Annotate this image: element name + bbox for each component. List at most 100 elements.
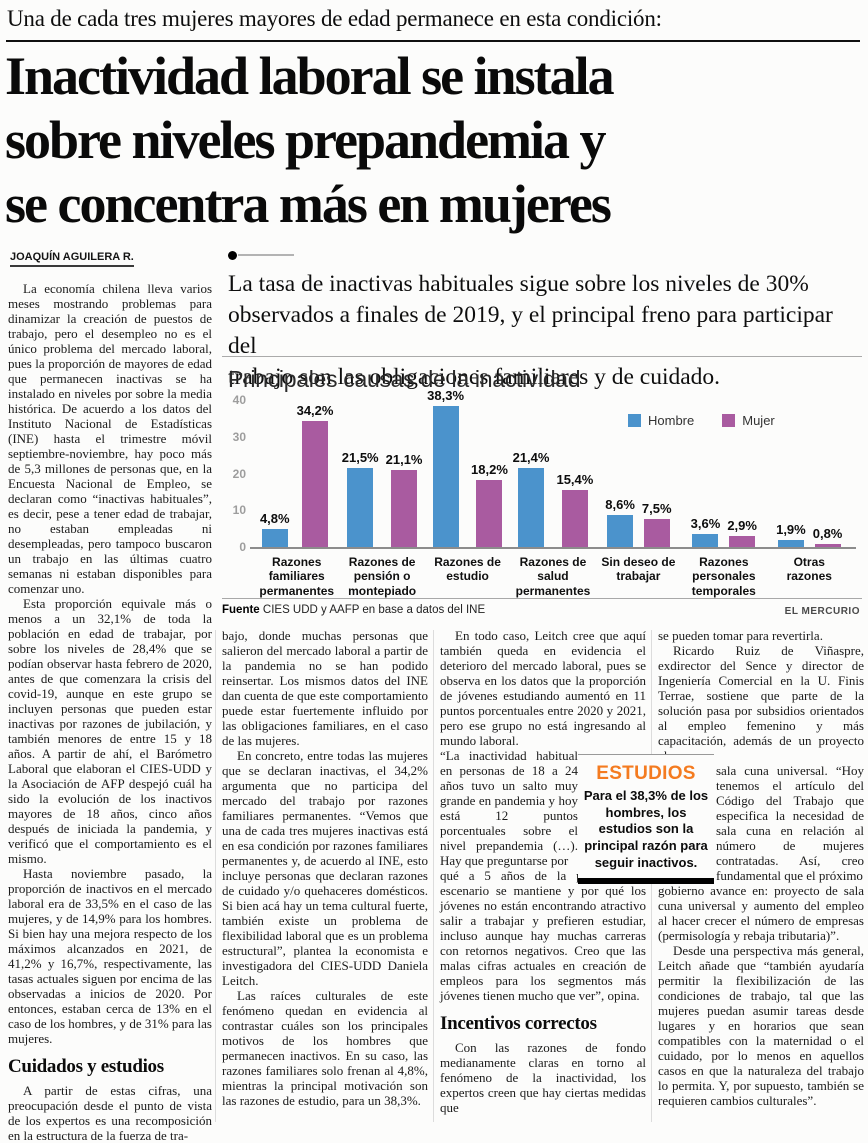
bar-group: 3,6% 2,9% [681,400,766,547]
paragraph: A partir de estas cifras, una preocupaci… [8,1083,212,1143]
bar-group: 4,8% 34,2% [254,400,339,547]
paragraph: qué a 5 años de la pandemia el escenario… [440,868,646,1003]
bar-group: 21,4% 15,4% [510,400,595,547]
paragraph: La economía chilena lleva varios meses m… [8,281,212,596]
section-subhead: Incentivos correctos [440,1013,597,1034]
bar-hombre [518,468,545,547]
paragraph: Esta proporción equivale más o menos a u… [8,596,212,866]
kicker: Una de cada tres mujeres mayores de edad… [7,6,662,31]
legend-item-mujer: Mujer [722,413,775,428]
bar-mujer [729,536,756,547]
category-label: Otras razones [786,555,832,584]
paragraph: En todo caso, Leitch cree que aquí tambi… [440,628,646,748]
bar-hombre [607,515,634,547]
lead-block: La tasa de inactivas habituales sigue so… [228,250,864,393]
chart-plot: 4,8% 34,2% 21,5% 21,1% 38,3% 18,2% 21,4% 15,4% 8… [254,388,852,547]
category-label: Razones personales temporales [691,555,756,598]
kicker-divider [6,40,860,42]
body-column-4: se pueden tomar para revertirla. Ricardo… [658,628,864,1108]
bar-column: 8,6% [605,497,635,547]
category-label: Razones familiares permanentes [259,555,335,598]
category-label: Sin deseo de trabajar [601,555,676,584]
section-subhead: Cuidados y estudios [8,1056,164,1077]
inset-text: Para el 38,3% de los hombres, los estudi… [583,788,709,870]
bar-value-label: 18,2% [471,462,508,478]
bar-column: 0,8% [812,526,843,547]
legend-swatch-icon [628,414,641,427]
bar-mujer [302,421,329,547]
wrapped-text: sala cuna universal. “Hoy tenemos el art… [716,763,864,883]
y-axis-tick: 40 [232,393,246,407]
column-divider [215,630,216,1122]
bullet-line [238,254,294,256]
bar-hombre [261,529,288,547]
bar-value-label: 0,8% [812,526,843,542]
bar-column: 2,9% [727,518,757,547]
chart-source-divider [222,598,862,599]
paragraph: Desde una perspectiva más general, Leitc… [658,943,864,1108]
category-label: Razones de estudio [434,555,501,584]
chart-source: Fuente CIES UDD y AAFP en base a datos d… [222,604,485,616]
bar-column: 1,9% [776,522,806,547]
body-column-1: La economía chilena lleva varios meses m… [8,281,212,1143]
paragraph: Las raíces culturales de este fenómeno q… [222,988,428,1108]
bar-mujer [561,490,588,547]
chart-title: Principales causas de la inactividad [228,366,581,392]
chart-baseline [250,547,856,549]
bar-mujer [643,519,670,547]
bar-value-label: 21,1% [385,451,423,467]
inset-heading: ESTUDIOS [596,763,696,784]
column-divider [433,630,434,1122]
byline: JOAQUÍN AGUILERA R. [10,251,134,267]
bar-value-label: 3,6% [690,515,721,531]
legend-label: Mujer [742,413,775,428]
wrapped-text: “La inactividad habitual en personas de … [440,748,578,868]
publisher-credit: EL MERCURIO [784,606,860,617]
lead-divider [222,356,862,357]
bar-value-label: 34,2% [296,403,334,419]
legend-label: Hombre [648,413,695,428]
category-label: Razones de salud permanentes [515,555,591,598]
chart-legend: Hombre Mujer [628,413,775,428]
category-label: Razones de pensión o montepiado [348,555,417,598]
paragraph: Ricardo Ruiz de Viñaspre, exdirector del… [658,643,864,763]
y-axis-tick: 10 [232,503,246,518]
paragraph: Hasta noviembre pasado, la proporción de… [8,866,212,1046]
y-axis-tick: 0 [239,540,246,554]
bar-column: 21,1% [385,451,423,547]
bar-group: 21,5% 21,1% [339,400,424,547]
paragraph: En concreto, entre todas las mujeres que… [222,748,428,988]
chart-source-label: Fuente [222,604,260,616]
bar-column: 4,8% [260,511,290,547]
legend-swatch-icon [722,414,736,427]
bar-hombre [432,406,459,547]
bar-column: 21,4% [513,450,549,547]
bar-hombre [692,533,719,547]
bar-column: 34,2% [296,403,334,547]
inset-box-estudios: ESTUDIOS Para el 38,3% de los hombres, l… [578,754,714,885]
bar-group: 8,6% 7,5% [596,400,681,547]
bar-group: 38,3% 18,2% [425,388,510,547]
legend-item-hombre: Hombre [628,413,694,428]
bar-column: 18,2% [471,462,508,547]
bar-mujer [391,469,418,547]
bar-value-label: 15,4% [556,472,594,488]
paragraph: bajo, donde muchas personas que salieron… [222,628,428,748]
bar-column: 3,6% [690,515,721,547]
bar-mujer [814,544,841,547]
body-column-3: En todo caso, Leitch cree que aquí tambi… [440,628,646,1115]
y-axis-tick: 30 [232,429,246,444]
bar-hombre [777,540,804,547]
bar-value-label: 2,9% [727,518,757,534]
bar-value-label: 21,5% [341,450,379,465]
lead-paragraph: La tasa de inactivas habituales sigue so… [228,271,833,390]
lead-decoration [228,250,864,260]
bullet-dot-icon [228,250,237,260]
headline: Inactividad laboral se instala sobre niv… [5,46,615,234]
paragraph: se pueden tomar para revertirla. [658,628,823,643]
bar-column: 21,5% [342,450,379,547]
bar-value-label: 7,5% [641,501,672,517]
bar-column: 15,4% [556,472,593,547]
bar-value-label: 4,8% [259,511,290,527]
bar-value-label: 38,3% [427,388,465,404]
